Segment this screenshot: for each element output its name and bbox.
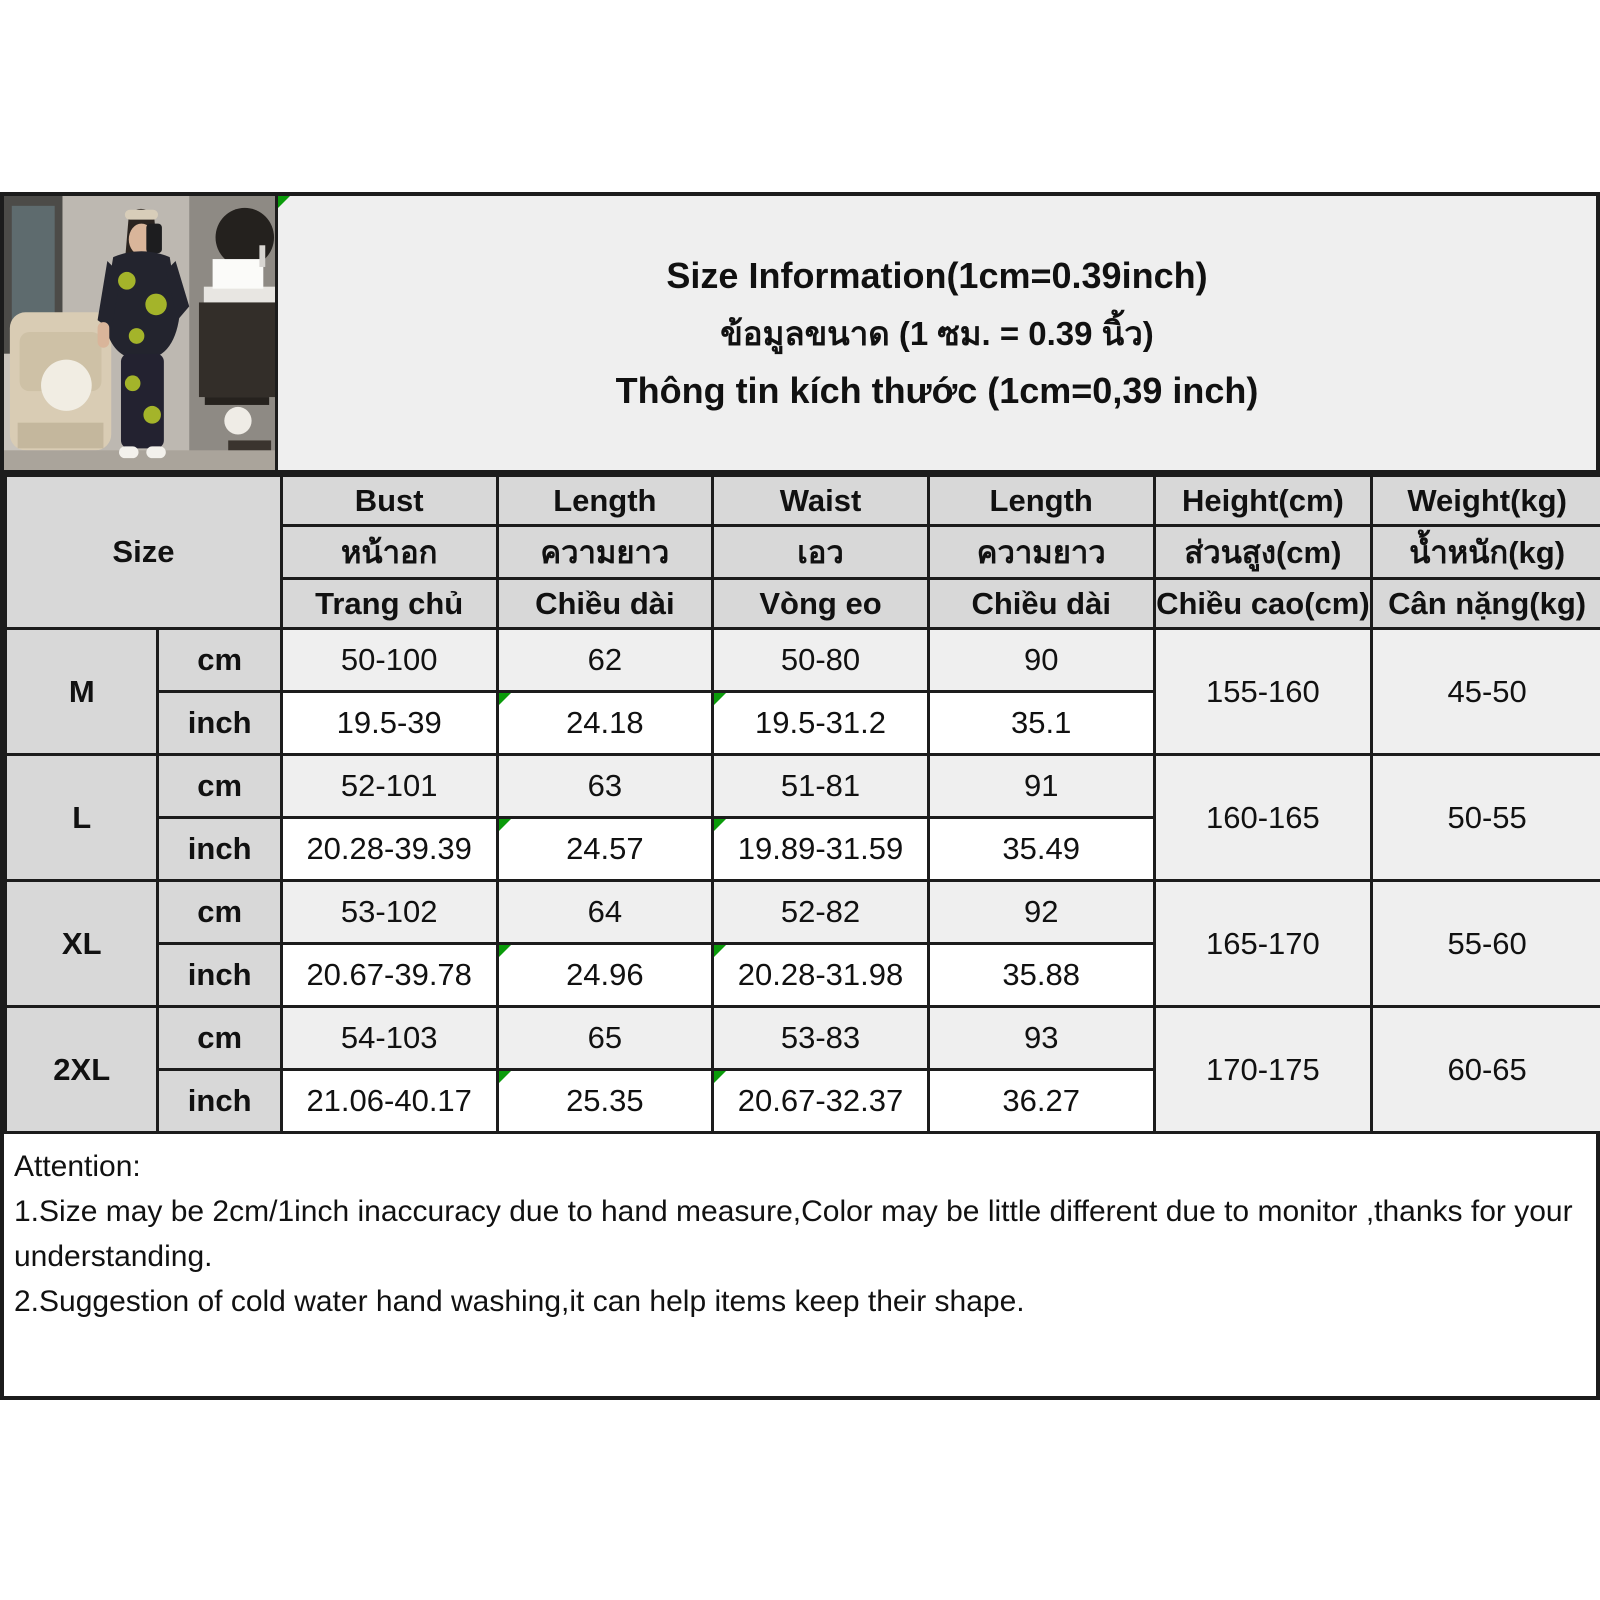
col-height-th: ส่วนสูง(cm) — [1152, 524, 1374, 580]
2xl-cm-waist: 53-83 — [711, 1005, 930, 1071]
xl-inch-length: 24.96 — [495, 942, 715, 1008]
xl-weight: 55-60 — [1370, 879, 1600, 1008]
col-bust-th: หน้าอก — [279, 524, 499, 580]
attention-note-2: 2.Suggestion of cold water hand washing,… — [14, 1285, 1025, 1318]
row-2xl-cm: 2XL cm 54-103 65 53-83 93 170-175 60-65 — [3, 1005, 1600, 1134]
header-row-th: หน้าอก ความยาว เอว ความยาว ส่วนสูง(cm) น… — [6, 524, 1600, 580]
xl-cm-length: 64 — [495, 879, 715, 945]
m-weight: 45-50 — [1370, 627, 1600, 756]
m-inch-length: 24.18 — [495, 690, 715, 756]
row-l-inch: inch 20.28-39.39 24.57 19.89-31.59 35.49 — [6, 816, 1600, 882]
xl-inch-waist: 20.28-31.98 — [711, 942, 930, 1008]
2xl-inch-length2: 36.27 — [926, 1068, 1156, 1134]
title-thai: ข้อมูลขนาด (1 ซม. = 0.39 นิ้ว) — [720, 314, 1154, 352]
row-2xl-inch: inch 21.06-40.17 25.35 20.67-32.37 36.27 — [6, 1068, 1600, 1134]
l-inch-length2: 35.49 — [926, 816, 1156, 882]
col-waist-vi: Vòng eo — [711, 577, 930, 630]
col-waist-en: Waist — [711, 474, 930, 527]
l-cm-bust: 52-101 — [279, 753, 499, 819]
row-m-cm: M cm 50-100 62 50-80 90 155-160 45-50 — [3, 627, 1600, 756]
l-inch-length: 24.57 — [495, 816, 715, 882]
size-2xl-label: 2XL — [3, 1005, 160, 1134]
m-inch-waist: 19.5-31.2 — [711, 690, 930, 756]
product-photo — [4, 196, 278, 470]
col-waist-th: เอว — [711, 524, 930, 580]
col-weight-en: Weight(kg) — [1370, 474, 1600, 527]
col-length-en: Length — [495, 474, 715, 527]
unit-inch: inch — [156, 816, 283, 882]
size-m-label: M — [3, 627, 160, 756]
l-height: 160-165 — [1152, 753, 1374, 882]
product-photo-illustration — [4, 196, 275, 470]
unit-cm: cm — [156, 627, 283, 693]
col-weight-vi: Cân nặng(kg) — [1370, 577, 1600, 630]
size-header-cell: Size — [4, 474, 283, 630]
l-weight: 50-55 — [1370, 753, 1600, 882]
m-inch-length2: 35.1 — [926, 690, 1156, 756]
m-cm-waist: 50-80 — [711, 627, 930, 693]
unit-cm: cm — [156, 879, 283, 945]
2xl-inch-length: 25.35 — [495, 1068, 715, 1134]
2xl-cm-bust: 54-103 — [279, 1005, 499, 1071]
title-vietnamese: Thông tin kích thước (1cm=0,39 inch) — [615, 369, 1259, 411]
size-information-title: Size Information(1cm=0.39inch) ข้อมูลขนา… — [278, 196, 1596, 470]
xl-cm-length2: 92 — [926, 879, 1156, 945]
col-length2-en: Length — [926, 474, 1156, 527]
l-cm-length2: 91 — [926, 753, 1156, 819]
m-height: 155-160 — [1152, 627, 1374, 756]
m-inch-bust: 19.5-39 — [279, 690, 499, 756]
l-cm-waist: 51-81 — [711, 753, 930, 819]
col-length2-th: ความยาว — [926, 524, 1156, 580]
col-height-en: Height(cm) — [1152, 474, 1374, 527]
size-l-label: L — [3, 753, 160, 882]
row-m-inch: inch 19.5-39 24.18 19.5-31.2 35.1 — [6, 690, 1600, 756]
m-cm-bust: 50-100 — [279, 627, 499, 693]
unit-cm: cm — [156, 1005, 283, 1071]
row-l-cm: L cm 52-101 63 51-81 91 160-165 50-55 — [3, 753, 1600, 882]
size-chart-sheet: Size Information(1cm=0.39inch) ข้อมูลขนา… — [0, 192, 1600, 1400]
col-height-vi: Chiều cao(cm) — [1152, 577, 1374, 630]
2xl-cm-length: 65 — [495, 1005, 715, 1071]
unit-inch: inch — [156, 942, 283, 1008]
unit-inch: inch — [156, 690, 283, 756]
2xl-height: 170-175 — [1152, 1005, 1374, 1134]
xl-cm-waist: 52-82 — [711, 879, 930, 945]
col-length-th: ความยาว — [495, 524, 715, 580]
l-inch-bust: 20.28-39.39 — [279, 816, 499, 882]
xl-inch-length2: 35.88 — [926, 942, 1156, 1008]
m-cm-length2: 90 — [926, 627, 1156, 693]
attention-heading: Attention: — [14, 1150, 141, 1183]
unit-cm: cm — [156, 753, 283, 819]
2xl-weight: 60-65 — [1370, 1005, 1600, 1134]
col-weight-th: น้ำหนัก(kg) — [1370, 524, 1600, 580]
row-xl-inch: inch 20.67-39.78 24.96 20.28-31.98 35.88 — [6, 942, 1600, 1008]
attention-notes: Attention: 1.Size may be 2cm/1inch inacc… — [4, 1134, 1596, 1396]
col-length-vi: Chiều dài — [495, 577, 715, 630]
2xl-inch-waist: 20.67-32.37 — [711, 1068, 930, 1134]
size-xl-label: XL — [3, 879, 160, 1008]
row-xl-cm: XL cm 53-102 64 52-82 92 165-170 55-60 — [3, 879, 1600, 1008]
m-cm-length: 62 — [495, 627, 715, 693]
col-bust-en: Bust — [279, 474, 499, 527]
col-length2-vi: Chiều dài — [926, 577, 1156, 630]
l-inch-waist: 19.89-31.59 — [711, 816, 930, 882]
unit-inch: inch — [156, 1068, 283, 1134]
xl-cm-bust: 53-102 — [279, 879, 499, 945]
col-bust-vi: Trang chủ — [279, 577, 499, 630]
size-table: Size Bust Length Waist Length Height(cm)… — [3, 474, 1600, 1134]
title-english: Size Information(1cm=0.39inch) — [666, 254, 1208, 296]
l-cm-length: 63 — [495, 753, 715, 819]
header-row-vi: Trang chủ Chiều dài Vòng eo Chiều dài Ch… — [6, 577, 1600, 630]
attention-note-1: 1.Size may be 2cm/1inch inaccuracy due t… — [14, 1195, 1573, 1273]
2xl-inch-bust: 21.06-40.17 — [279, 1068, 499, 1134]
header-row: Size Information(1cm=0.39inch) ข้อมูลขนา… — [4, 196, 1596, 474]
xl-inch-bust: 20.67-39.78 — [279, 942, 499, 1008]
2xl-cm-length2: 93 — [926, 1005, 1156, 1071]
xl-height: 165-170 — [1152, 879, 1374, 1008]
header-row-en: Size Bust Length Waist Length Height(cm)… — [4, 474, 1600, 630]
